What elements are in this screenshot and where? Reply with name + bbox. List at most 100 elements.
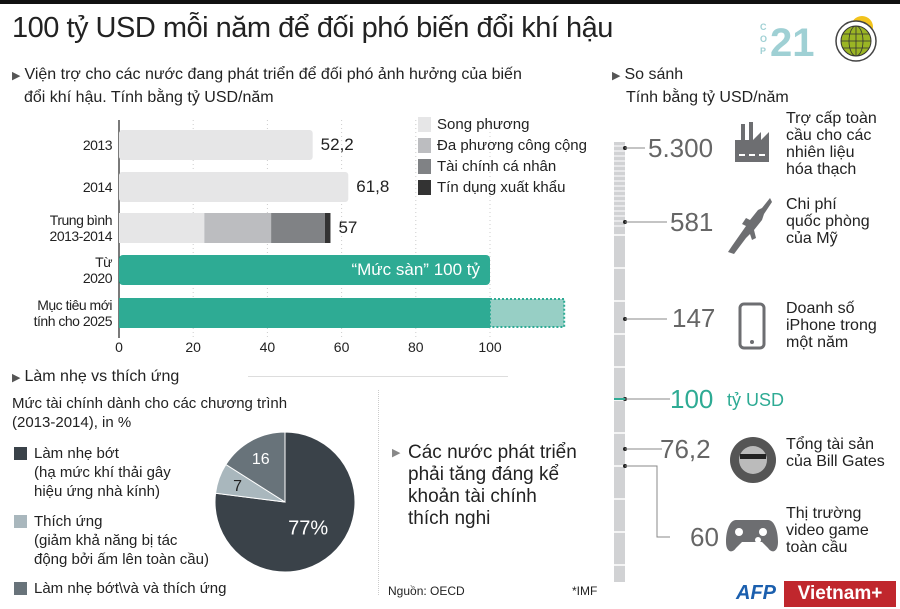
x-tick-label: 40 [259, 339, 276, 355]
bill-gates-photo [728, 436, 778, 484]
callout-line: Các nước phát triển [408, 442, 577, 463]
comparison-description: Doanh số iPhone trong một năm [786, 300, 877, 351]
callout-line: khoản tài chính [408, 486, 537, 507]
triangle-icon: ▶ [612, 70, 621, 82]
aid-heading-line1: Viện trợ cho các nước đang phát triển để… [24, 66, 522, 83]
pie-subtitle-line2: (2013-2014), in % [12, 414, 132, 431]
triangle-icon: ▶ [12, 70, 21, 82]
legend-item: Tài chính cá nhân [418, 156, 587, 177]
legend-label: Đa phương công cộng [437, 137, 587, 154]
pie-label: 77% [288, 517, 328, 539]
category-label-line: 2013-2014 [49, 228, 113, 244]
category-label-line: tính cho 2025 [33, 313, 113, 329]
comparison-description-line: cầu cho các [786, 127, 872, 144]
pie-subtitle-line1: Mức tài chính dành cho các chương trình [12, 395, 288, 412]
triangle-icon: ▶ [392, 447, 401, 459]
comparison-description-line: Thị trường [786, 505, 862, 522]
callout-line: phải tăng đáng kể [408, 464, 560, 485]
bar-segment [119, 130, 313, 160]
factory-icon [733, 118, 773, 162]
cop21-logo: C O P 21 [760, 14, 890, 65]
comparison-value: 76,2 [660, 434, 711, 464]
x-tick-label: 80 [408, 339, 424, 355]
comparison-description: Trợ cấp toàn cầu cho các nhiên liệu hóa thạ… [786, 110, 877, 178]
x-tick-label: 20 [185, 339, 201, 355]
divider-top [248, 376, 508, 377]
comparison-description-line: toàn cầu [786, 539, 848, 556]
bar-segment [204, 213, 272, 243]
category-label-line: 2014 [82, 179, 113, 195]
rifle-icon [728, 196, 772, 256]
comparison-description: Tổng tài sản của Bill Gates [786, 436, 885, 470]
legend-swatch [418, 117, 431, 132]
pie-subtitle: Mức tài chính dành cho các chương trình (… [12, 394, 352, 432]
target-bar [119, 298, 490, 328]
compare-title: So sánh [624, 66, 684, 83]
pie-label: 7 [233, 478, 242, 495]
svg-text:P: P [760, 46, 766, 56]
bar-segment [271, 213, 325, 243]
target-bar [119, 255, 490, 285]
bar-legend: Song phương Đa phương công cộng Tài chính … [418, 114, 587, 198]
cop21-logo-graphic: C O P 21 [760, 16, 877, 65]
legend-swatch [418, 159, 431, 174]
comparison-description: Thị trường video game toàn cầu [786, 505, 869, 556]
svg-text:C: C [760, 22, 767, 32]
vietnamplus-logo: Vietnam+ [784, 581, 896, 607]
afp-logo: AFP [736, 582, 776, 604]
note: *IMF [572, 584, 598, 598]
pie-heading: Làm nhẹ vs thích ứng [24, 368, 180, 385]
aid-bar-chart [118, 120, 566, 338]
category-label-line: Từ [95, 254, 112, 270]
compare-unit: Tính bằng tỷ USD/năm [626, 89, 789, 106]
data-label: 52,2 [320, 135, 354, 154]
bar-segment [324, 213, 331, 243]
iphone-icon [738, 302, 766, 350]
comparison-value: 147 [672, 303, 716, 333]
pie-legend-text: Làm nhẹ bớt\và và thích ứng [34, 580, 227, 597]
pie-legend-item: Thích ứng (giảm khả năng bị tác động bởi ấ… [14, 512, 209, 569]
gamepad-icon [726, 514, 778, 554]
compare-heading: ▶ So sánh Tính bằng tỷ USD/năm [612, 64, 789, 108]
comparison-description-line: Tổng tài sản [786, 436, 875, 453]
data-label: 57 [338, 218, 358, 237]
legend-label: Tài chính cá nhân [437, 158, 557, 175]
comparison-description-line: Trợ cấp toàn [786, 110, 877, 127]
category-label-line: Mục tiêu mới [37, 297, 112, 313]
legend-label: Song phương [437, 116, 530, 133]
callout: ▶ Các nước phát triển phải tăng đáng kể kh… [392, 442, 577, 530]
comparison-description-line: Chi phí [786, 196, 837, 213]
comparison-unit: tỷ USD [727, 390, 785, 410]
comparison-description-line: video game [786, 522, 869, 539]
pie-slice [225, 431, 286, 503]
bar-segment [119, 172, 349, 202]
pie-legend-text: động bởi ấm lên toàn cầu) [34, 551, 209, 568]
comparison-description-line: iPhone trong [786, 317, 877, 334]
pie-legend-item: Làm nhẹ bớt\và và thích ứng [14, 579, 227, 598]
comparison-description-line: nhiên liệu [786, 144, 855, 161]
svg-text:O: O [760, 34, 767, 44]
callout-line: thích nghi [408, 508, 491, 529]
scale-bar [614, 142, 625, 582]
legend-item: Song phương [418, 114, 587, 135]
comparison-description-line: hóa thạch [786, 161, 857, 178]
pie-label: 16 [252, 451, 270, 468]
legend-swatch [14, 582, 27, 595]
category-label-line: 2013 [82, 137, 113, 153]
category-label: 2013 [4, 137, 113, 153]
legend-swatch [14, 515, 27, 528]
category-label-line: 2020 [82, 270, 113, 286]
legend-swatch [14, 447, 27, 460]
target-extension-bar [489, 298, 566, 328]
comparison-description-line: quốc phòng [786, 213, 870, 230]
comparison-description-line: của Mỹ [786, 230, 838, 247]
comparison-value: 100 [670, 384, 714, 414]
triangle-icon: ▶ [12, 372, 21, 384]
pie-legend-text: (hạ mức khí thải gây [34, 464, 171, 481]
x-tick-label: 100 [478, 339, 502, 355]
pie-legend-text: hiệu ứng nhà kính) [34, 483, 160, 500]
legend-label: Tín dụng xuất khẩu [437, 179, 566, 196]
pie-legend-item: Làm nhẹ bớt (hạ mức khí thải gây hiệu ứng … [14, 444, 171, 501]
comparison-description-line: Doanh số [786, 300, 855, 317]
